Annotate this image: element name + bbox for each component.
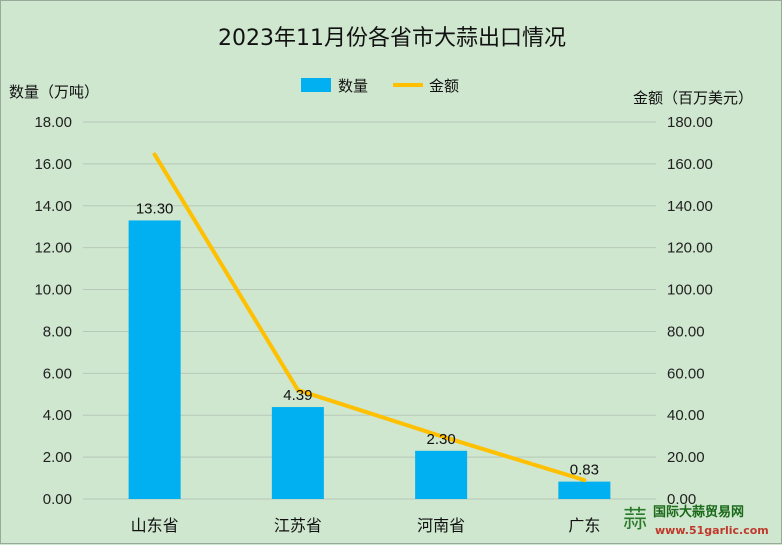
y-tick-label-right: 140.00: [667, 198, 713, 215]
series-line: [155, 154, 585, 480]
x-tick-label: 山东省: [131, 516, 179, 535]
y-tick-label-left: 6.00: [43, 365, 72, 382]
y-tick-label-right: 100.00: [667, 282, 713, 299]
y-tick-label-right: 80.00: [667, 323, 705, 340]
x-tick-label: 河南省: [417, 516, 465, 535]
x-tick-label: 广东: [568, 516, 600, 535]
data-label: 0.83: [570, 462, 599, 479]
legend-label-line: 金额: [429, 77, 459, 95]
y-tick-label-right: 40.00: [667, 407, 705, 424]
watermark-url: www.51garlic.com: [655, 524, 769, 537]
y-tick-label-left: 14.00: [34, 198, 72, 215]
x-tick-label: 江苏省: [274, 516, 322, 535]
y-tick-label-right: 120.00: [667, 240, 713, 257]
bar: [272, 407, 324, 499]
y-tick-label-right: 180.00: [667, 114, 713, 131]
y-tick-label-right: 20.00: [667, 449, 705, 466]
line-series: [155, 154, 585, 480]
y-tick-label-left: 18.00: [34, 114, 72, 131]
bar: [558, 482, 610, 499]
y-tick-label-right: 60.00: [667, 365, 705, 382]
y-axis-right: 0.0020.0040.0060.0080.00100.00120.00140.…: [667, 114, 713, 508]
data-labels: 13.30 4.39 2.30 0.83: [136, 200, 599, 478]
data-label: 2.30: [427, 431, 456, 448]
watermark-logo: 蒜: [623, 505, 647, 533]
bar: [129, 220, 181, 499]
y-tick-label-right: 160.00: [667, 156, 713, 173]
y-axis-left: 0.00 2.00 4.00 6.00 8.00 10.00 12.00 14.00 16.00…: [34, 114, 72, 508]
y-tick-label-left: 0.00: [43, 491, 72, 508]
y-axis-right-label: 金额（百万美元）: [633, 89, 753, 107]
data-label: 4.39: [283, 387, 312, 404]
y-tick-label-left: 16.00: [34, 156, 72, 173]
y-tick-label-left: 4.00: [43, 407, 72, 424]
y-tick-label-left: 8.00: [43, 323, 72, 340]
chart-title: 2023年11月份各省市大蒜出口情况: [218, 26, 566, 51]
bar: [415, 451, 467, 499]
y-axis-left-label: 数量（万吨）: [9, 83, 99, 101]
legend-swatch-bar: [301, 78, 331, 92]
legend-label-bar: 数量: [338, 77, 368, 95]
y-tick-label-left: 2.00: [43, 449, 72, 466]
watermark: 蒜 国际大蒜贸易网 www.51garlic.com: [623, 504, 769, 537]
watermark-name: 国际大蒜贸易网: [653, 504, 744, 520]
legend: 数量 金额: [301, 77, 459, 95]
data-label: 13.30: [136, 200, 174, 217]
x-axis: 山东省 江苏省 河南省 广东: [131, 516, 601, 535]
y-tick-label-left: 10.00: [34, 282, 72, 299]
y-tick-label-left: 12.00: [34, 240, 72, 257]
